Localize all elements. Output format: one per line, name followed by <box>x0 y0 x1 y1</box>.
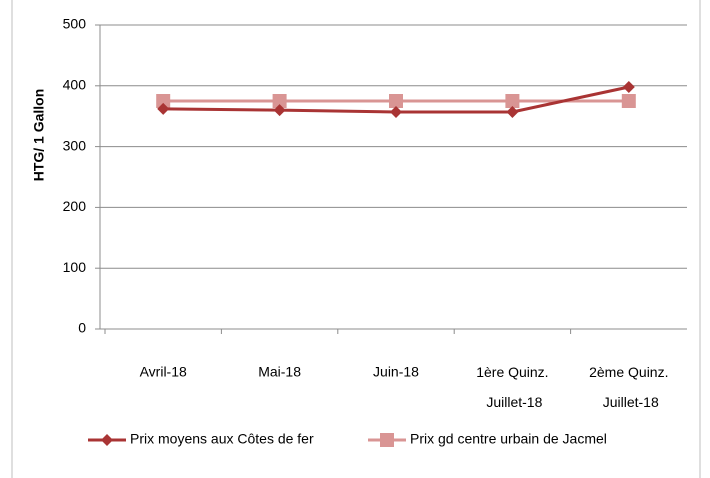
chart-frame <box>11 0 701 478</box>
data-point <box>505 94 520 108</box>
y-tick-label: 500 <box>63 16 87 32</box>
y-tick-label: 0 <box>78 320 86 336</box>
x-tick-label: 1ère Quinz. Juillet-18 <box>476 364 548 410</box>
legend-marker <box>101 434 113 446</box>
data-point <box>389 94 403 108</box>
y-tick-label: 400 <box>63 77 87 93</box>
legend-marker <box>380 433 394 447</box>
data-point <box>156 94 171 108</box>
legend-label: Prix moyens aux Côtes de fer <box>130 431 314 447</box>
x-tick-label: 2ème Quinz. Juillet-18 <box>589 364 668 410</box>
data-point <box>621 94 636 108</box>
x-tick-label: Avril-18 <box>140 364 187 380</box>
data-point <box>157 102 170 115</box>
x-tick-label: Mai-18 <box>258 364 301 380</box>
y-tick-label: 300 <box>63 137 87 153</box>
y-axis-label: HTG/ 1 Gallon <box>31 89 47 182</box>
data-point <box>272 94 287 108</box>
data-point <box>273 104 286 117</box>
data-point <box>390 105 402 118</box>
x-tick-label: Juin-18 <box>373 364 419 380</box>
legend-label: Prix gd centre urbain de Jacmel <box>410 431 607 447</box>
y-tick-label: 100 <box>63 259 87 275</box>
data-point <box>622 81 635 94</box>
y-tick-label: 200 <box>63 198 87 214</box>
data-point <box>506 105 519 118</box>
